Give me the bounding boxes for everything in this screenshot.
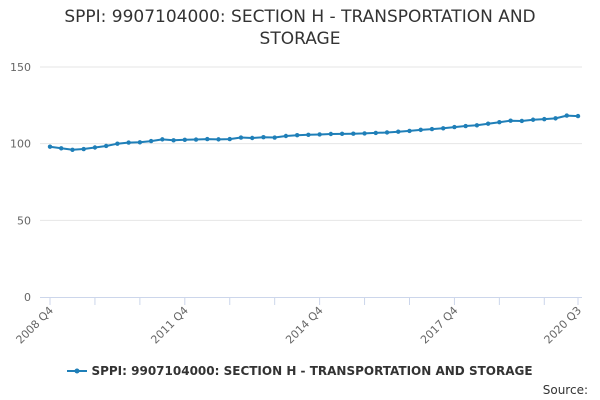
x-tick-label: 2020 Q3 bbox=[542, 304, 585, 347]
data-point bbox=[474, 123, 480, 128]
data-point bbox=[137, 140, 143, 145]
data-point bbox=[407, 128, 412, 134]
data-point bbox=[283, 133, 289, 139]
x-tick-label: 2011 Q4 bbox=[148, 304, 191, 347]
y-tick-label: 100 bbox=[10, 138, 31, 151]
legend-series-marker-icon bbox=[67, 368, 88, 374]
data-point bbox=[171, 138, 176, 143]
data-point bbox=[373, 130, 378, 136]
data-point bbox=[103, 143, 109, 149]
data-point bbox=[205, 136, 210, 142]
data-point bbox=[216, 137, 221, 142]
data-point bbox=[81, 146, 86, 152]
data-point bbox=[463, 123, 468, 129]
data-point bbox=[227, 136, 232, 142]
y-tick-label: 0 bbox=[24, 291, 31, 304]
chart-title: SPPI: 9907104000: SECTION H - TRANSPORTA… bbox=[0, 6, 600, 50]
data-point bbox=[508, 118, 513, 123]
data-point bbox=[339, 131, 345, 137]
data-point bbox=[272, 135, 277, 140]
chart-title-line-1: SPPI: 9907104000: SECTION H - TRANSPORTA… bbox=[64, 7, 536, 27]
data-point bbox=[70, 147, 75, 152]
data-point bbox=[294, 133, 300, 138]
data-point bbox=[317, 132, 322, 137]
data-point bbox=[193, 137, 199, 142]
data-point bbox=[553, 116, 558, 121]
data-point bbox=[182, 137, 188, 143]
data-point bbox=[261, 135, 266, 140]
data-point bbox=[160, 137, 165, 142]
data-point bbox=[384, 130, 390, 135]
data-point bbox=[351, 131, 356, 136]
data-point bbox=[429, 126, 435, 132]
data-point bbox=[148, 138, 154, 144]
data-point bbox=[485, 121, 491, 126]
data-point bbox=[238, 135, 244, 140]
data-point bbox=[47, 144, 53, 149]
data-point bbox=[542, 116, 547, 122]
x-tick-label: 2014 Q4 bbox=[283, 304, 326, 347]
data-point bbox=[575, 113, 581, 119]
data-point bbox=[497, 120, 502, 125]
data-point bbox=[92, 145, 98, 150]
x-tick-label: 2008 Q4 bbox=[14, 304, 57, 347]
data-point bbox=[362, 131, 367, 136]
legend-dot bbox=[74, 368, 80, 374]
data-point bbox=[440, 126, 446, 131]
source-label[interactable]: Source: bbox=[542, 383, 588, 397]
data-point bbox=[328, 131, 334, 137]
legend[interactable]: SPPI: 9907104000: SECTION H - TRANSPORTA… bbox=[0, 364, 600, 379]
y-tick-label: 150 bbox=[10, 61, 31, 74]
data-point bbox=[519, 118, 525, 124]
x-tick-label: 2017 Q4 bbox=[418, 304, 461, 347]
data-point bbox=[250, 135, 255, 141]
chart-title-line-2: STORAGE bbox=[259, 29, 341, 49]
data-point bbox=[418, 127, 423, 133]
data-point bbox=[396, 129, 401, 134]
data-point bbox=[452, 124, 457, 130]
legend-series-label: SPPI: 9907104000: SECTION H - TRANSPORTA… bbox=[91, 364, 533, 378]
data-point bbox=[564, 113, 569, 118]
data-point bbox=[126, 140, 131, 145]
data-point bbox=[59, 146, 64, 151]
data-point bbox=[115, 141, 120, 146]
data-point bbox=[306, 132, 311, 137]
data-point bbox=[530, 117, 536, 122]
y-tick-label: 50 bbox=[17, 214, 31, 227]
